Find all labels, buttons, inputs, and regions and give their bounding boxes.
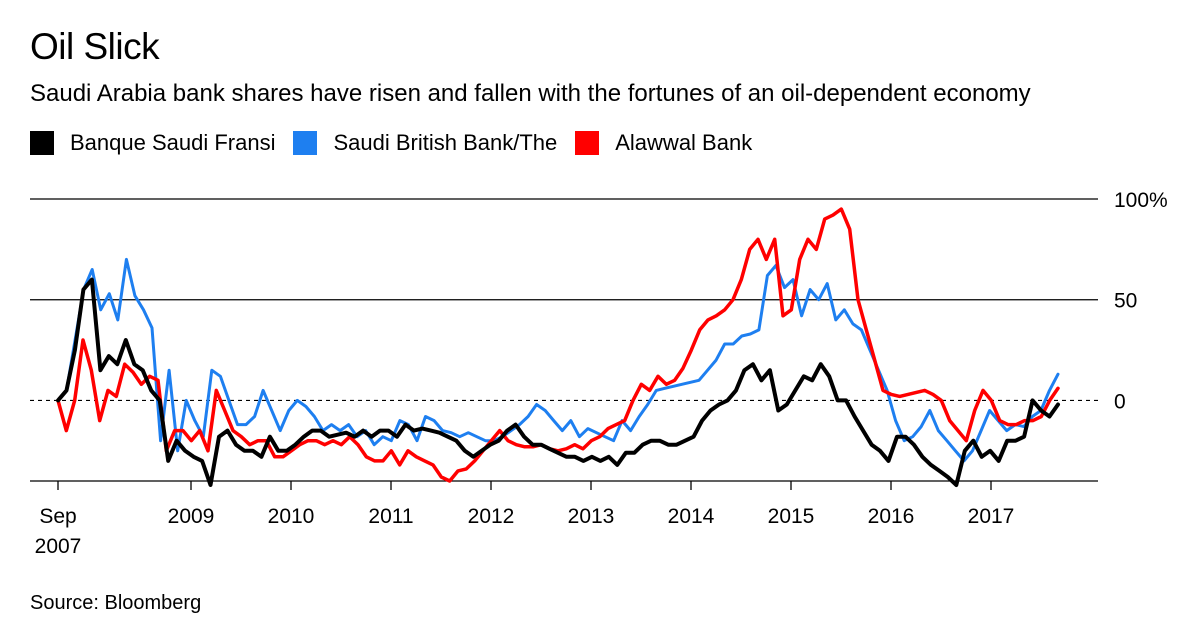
legend-swatch-blue: [293, 131, 318, 155]
x-tick-label: Sep: [39, 505, 76, 528]
x-tick-label: 2014: [668, 505, 715, 528]
chart-subtitle: Saudi Arabia bank shares have risen and …: [30, 80, 1031, 107]
series-line-saudi-british-bank-the: [56, 257, 1060, 463]
x-tick-label: 2010: [268, 505, 315, 528]
series-lines: [56, 207, 1060, 487]
y-tick-label: 100%: [1114, 189, 1168, 212]
x-tick-label: 2013: [568, 505, 615, 528]
x-tick-label: 2016: [868, 505, 915, 528]
x-tick-label: 2007: [35, 535, 82, 558]
legend-swatch-red: [575, 131, 600, 155]
legend: Banque Saudi Fransi Saudi British Bank/T…: [30, 130, 770, 156]
legend-swatch-black: [30, 131, 54, 155]
y-tick-label: 0: [1114, 390, 1126, 413]
legend-item-saudi-british-bank: Saudi British Bank/The: [293, 130, 557, 156]
legend-item-banque-saudi-fransi: Banque Saudi Fransi: [30, 130, 275, 156]
chart-title: Oil Slick: [30, 26, 160, 67]
legend-label: Banque Saudi Fransi: [70, 130, 276, 155]
y-tick-label: 50: [1114, 290, 1137, 313]
x-tick-label: 2017: [968, 505, 1015, 528]
legend-label: Alawwal Bank: [615, 130, 753, 155]
series-line-banque-saudi-fransi: [56, 277, 1060, 487]
source-note: Source: Bloomberg: [30, 592, 202, 614]
legend-item-alawwal-bank: Alawwal Bank: [575, 130, 752, 156]
x-tick-label: 2015: [768, 505, 815, 528]
x-tick-label: 2011: [368, 505, 413, 528]
legend-label: Saudi British Bank/The: [333, 130, 558, 155]
x-tick-label: 2009: [168, 505, 215, 528]
grid-lines: 100% 50 0: [30, 189, 1168, 413]
x-axis: Sep 2007 2009 2010 2011 2012 2013 2014 2015 2016 2…: [30, 480, 1098, 558]
x-tick-label: 2012: [468, 505, 515, 528]
